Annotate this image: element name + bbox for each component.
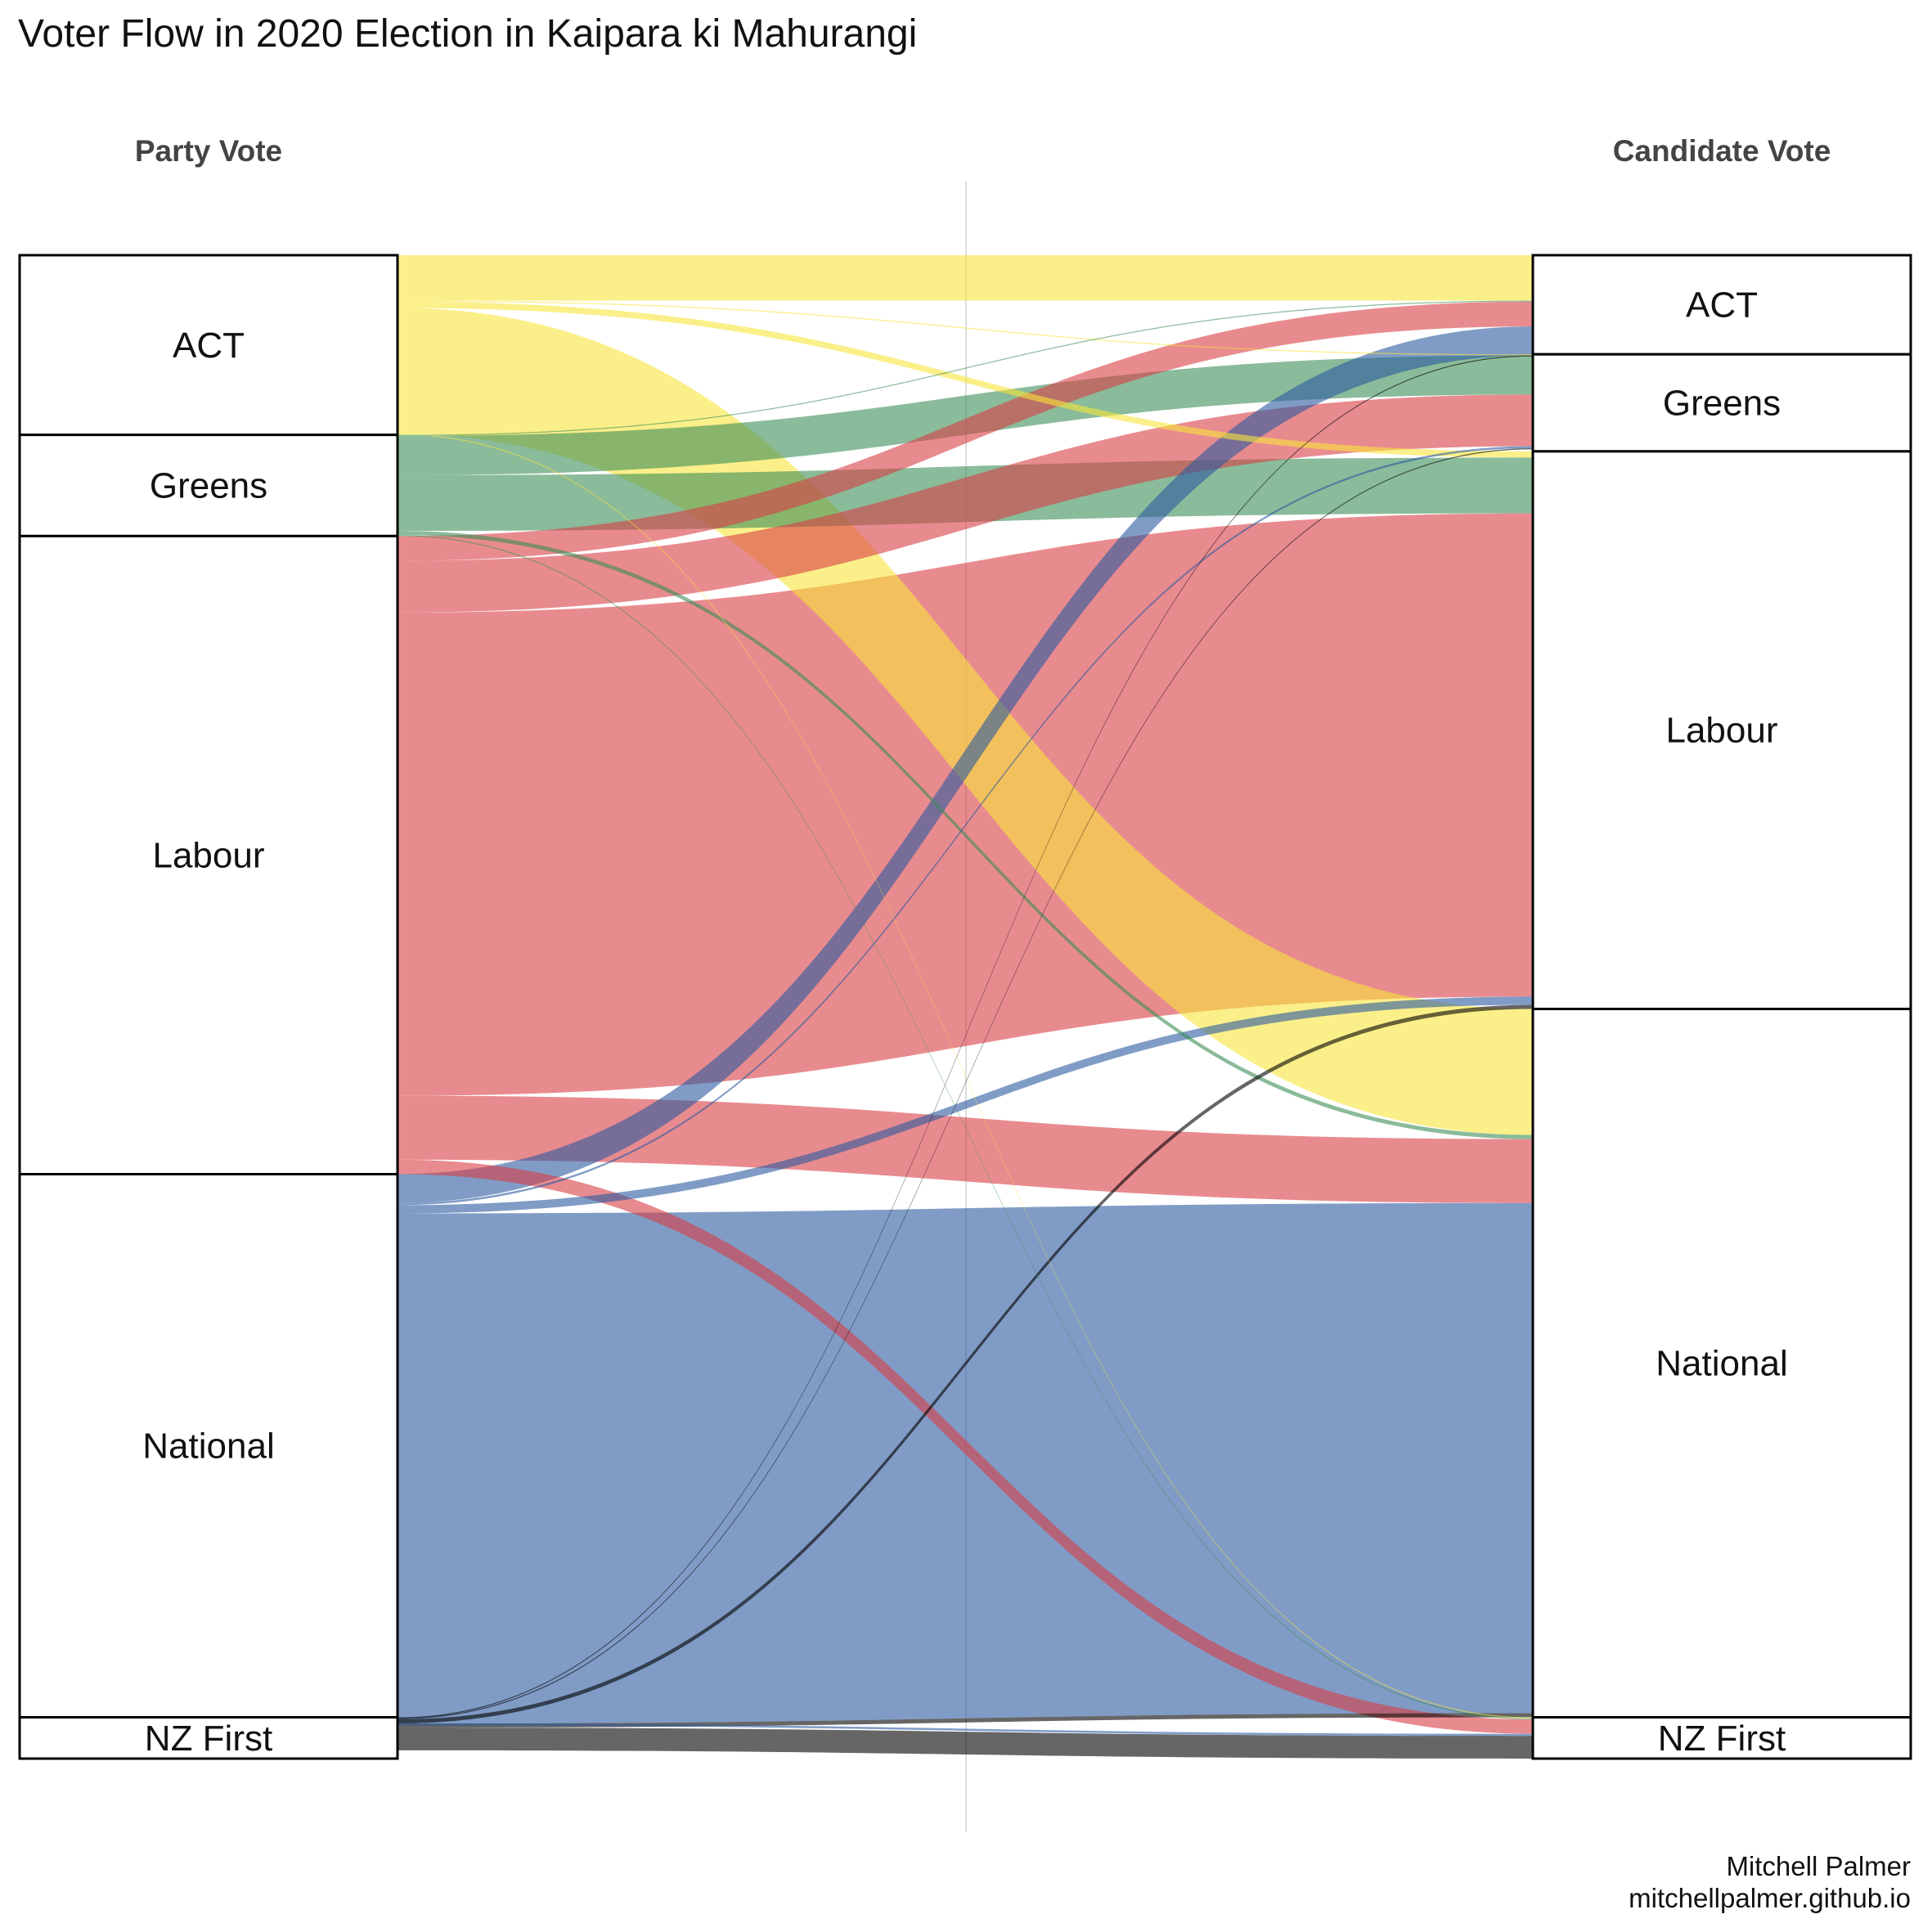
flow-act-to-nz-first	[398, 434, 1533, 1719]
flow-national-to-greens	[398, 446, 1533, 1206]
flow-national-to-act	[398, 326, 1533, 1203]
flow-layer	[398, 255, 1533, 1759]
left-node-label-labour: Labour	[152, 835, 264, 875]
right-node-label-greens: Greens	[1663, 384, 1781, 424]
flow-nz-first-to-national	[398, 1713, 1533, 1728]
left-node-label-act: ACT	[173, 326, 245, 366]
left-node-nz-first	[18, 1716, 399, 1760]
flow-nz-first-to-act	[398, 355, 1533, 1719]
chart-title: Voter Flow in 2020 Election in Kaipara k…	[18, 12, 918, 56]
left-node-label-nz-first: NZ First	[145, 1719, 272, 1759]
flow-act-to-labour	[398, 301, 1533, 458]
right-node-label-nz-first: NZ First	[1658, 1719, 1786, 1759]
right-node-label-act: ACT	[1686, 285, 1758, 326]
flow-labour-to-act	[398, 301, 1533, 561]
flow-labour-to-nz-first	[398, 1159, 1533, 1734]
flow-act-to-greens	[398, 300, 1533, 356]
flow-national-to-national	[398, 1202, 1533, 1724]
flow-greens-to-act	[398, 300, 1533, 436]
credit: Mitchell Palmer mitchellpalmer.github.io	[1629, 1850, 1911, 1914]
left-axis-header: Party Vote	[134, 134, 283, 168]
right-axis-header: Candidate Vote	[1612, 134, 1831, 168]
flow-nz-first-to-greens	[398, 448, 1533, 1720]
flow-labour-to-greens	[398, 394, 1533, 613]
credit-name: Mitchell Palmer	[1726, 1851, 1911, 1881]
right-node-labour	[1531, 450, 1912, 1011]
flow-nz-first-to-labour	[398, 1004, 1533, 1724]
right-node-label-labour: Labour	[1665, 711, 1777, 751]
right-node-nz-first	[1531, 1716, 1912, 1760]
flow-act-to-act	[398, 255, 1533, 301]
right-node-act	[1531, 254, 1912, 356]
flow-act-to-national	[398, 308, 1533, 1135]
credit-site[interactable]: mitchellpalmer.github.io	[1629, 1883, 1911, 1913]
flow-national-to-labour	[398, 996, 1533, 1214]
left-node-layer: ACT Greens Labour National NZ First	[18, 254, 399, 1760]
left-node-label-national: National	[142, 1427, 274, 1467]
flow-greens-to-greens	[398, 355, 1533, 475]
flow-nz-first-to-nz-first	[398, 1728, 1533, 1759]
flow-national-to-nz-first	[398, 1723, 1533, 1737]
right-node-layer: ACT Greens Labour National NZ First	[1531, 254, 1912, 1760]
left-node-labour	[18, 534, 399, 1176]
flow-greens-to-national	[398, 531, 1533, 1139]
flow-greens-to-nz-first	[398, 535, 1533, 1720]
right-node-national	[1531, 1008, 1912, 1719]
right-node-label-national: National	[1656, 1344, 1787, 1384]
flow-labour-to-national	[398, 1095, 1533, 1203]
right-node-greens	[1531, 353, 1912, 453]
left-node-national	[18, 1173, 399, 1719]
left-node-label-greens: Greens	[150, 466, 267, 506]
